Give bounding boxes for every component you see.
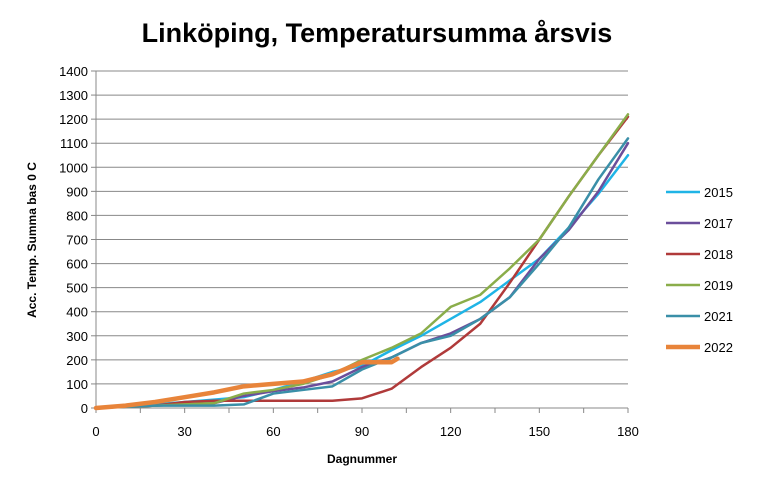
y-tick-label: 1000: [59, 160, 88, 175]
x-tick-label: 120: [440, 424, 462, 439]
legend-label-2021: 2021: [704, 309, 733, 324]
y-tick-label: 400: [66, 305, 88, 320]
x-tick-label: 60: [266, 424, 280, 439]
y-tick-label: 0: [81, 401, 88, 416]
x-tick-label: 150: [528, 424, 550, 439]
y-tick-label: 100: [66, 377, 88, 392]
legend-label-2015: 2015: [704, 185, 733, 200]
y-tick-label: 700: [66, 233, 88, 248]
y-tick-label: 900: [66, 184, 88, 199]
x-tick-label: 180: [617, 424, 639, 439]
y-tick-label: 1400: [59, 64, 88, 79]
legend-label-2017: 2017: [704, 216, 733, 231]
x-axis-label: Dagnummer: [327, 452, 397, 466]
x-tick-label: 0: [92, 424, 99, 439]
y-tick-label: 1200: [59, 112, 88, 127]
y-tick-label: 800: [66, 208, 88, 223]
y-tick-label: 500: [66, 281, 88, 296]
y-axis-label: Acc. Temp. Summa bas 0 C: [25, 162, 39, 318]
y-tick-label: 300: [66, 329, 88, 344]
chart-title: Linköping, Temperatursumma årsvis: [142, 18, 613, 48]
series-line-2022: [93, 356, 400, 411]
y-tick-label: 600: [66, 257, 88, 272]
y-tick-label: 1100: [60, 136, 88, 151]
y-tick-label: 200: [66, 353, 88, 368]
legend-label-2019: 2019: [704, 278, 733, 293]
x-tick-label: 30: [177, 424, 191, 439]
series-line-2021: [94, 137, 630, 410]
legend-label-2018: 2018: [704, 247, 733, 262]
x-tick-label: 90: [355, 424, 369, 439]
y-tick-label: 1300: [59, 88, 88, 103]
legend-label-2022: 2022: [704, 340, 733, 355]
